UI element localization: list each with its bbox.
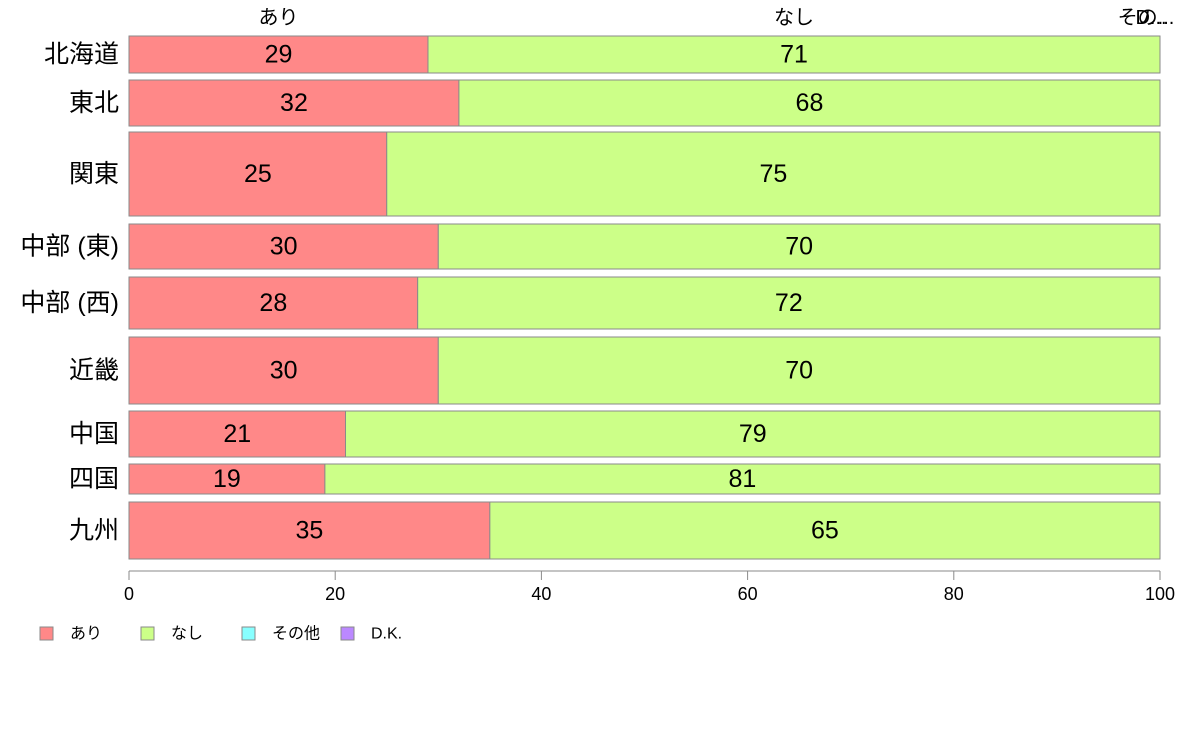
legend-label: あり [70, 625, 102, 643]
bar-value-label: 79 [739, 420, 767, 448]
bar-value-label: 71 [780, 41, 808, 69]
bar-segment [458, 79, 1161, 127]
x-tick-label: 60 [738, 584, 758, 604]
bar-segment [437, 336, 1161, 405]
bar-value-label: 30 [270, 233, 298, 261]
bar-value-label: 29 [265, 41, 293, 69]
bar-segment [437, 223, 1161, 270]
bar-segment [417, 276, 1161, 330]
bar-value-label: 70 [785, 357, 813, 385]
bar-value-label: 72 [775, 289, 803, 317]
bar-segment [128, 223, 439, 270]
category-label: 中部 (東) [20, 233, 119, 261]
bar-value-label: 75 [759, 160, 787, 188]
category-label: 中国 [69, 420, 119, 448]
x-tick-label: 40 [531, 584, 551, 604]
x-tick-label: 100 [1145, 584, 1175, 604]
bar-value-label: 65 [811, 517, 839, 545]
legend-label: なし [171, 625, 203, 643]
bar-value-label: 19 [213, 465, 241, 493]
bar-segment [427, 35, 1161, 74]
bar-segment [128, 79, 460, 127]
legend-label: その他 [272, 625, 320, 643]
category-label: 東北 [69, 89, 119, 117]
category-label: 四国 [69, 465, 119, 493]
x-axis: 0 20 40 60 80 100 [124, 570, 1175, 604]
bar-value-label: 32 [280, 89, 308, 117]
bar-value-label: 28 [259, 289, 287, 317]
bar-segment [489, 501, 1161, 560]
legend-swatch [140, 626, 155, 641]
bar-segment [128, 131, 388, 217]
category-label: 関東 [69, 160, 119, 188]
bar-value-label: 35 [296, 517, 324, 545]
legend-swatch [39, 626, 54, 641]
legend: あり なし その他 D.K. [39, 625, 402, 643]
category-label: 九州 [69, 517, 119, 545]
top-series-label: その... [1118, 7, 1175, 29]
x-tick-label: 0 [124, 584, 134, 604]
top-series-labels: あり なし その...D... [258, 7, 1174, 29]
bar-segment [128, 35, 429, 74]
bar-segment [345, 410, 1161, 458]
x-tick-label: 20 [325, 584, 345, 604]
bar-segment [386, 131, 1161, 217]
bar-segment [128, 276, 419, 330]
bar-segment [128, 501, 491, 560]
top-series-label: あり [258, 7, 298, 29]
category-label: 近畿 [69, 357, 119, 385]
bar-value-label: 21 [223, 420, 251, 448]
bar-value-label: 70 [785, 233, 813, 261]
x-tick-label: 80 [944, 584, 964, 604]
bars-group: 29 71 32 68 25 75 30 70 28 72 30 70 21 79 19 81 35 65 [128, 35, 1161, 560]
bar-value-label: 25 [244, 160, 272, 188]
bar-segment [128, 410, 347, 458]
top-series-label: D... [1135, 7, 1166, 29]
category-label: 中部 (西) [20, 289, 119, 317]
category-label: 北海道 [44, 41, 119, 69]
legend-swatch [340, 626, 355, 641]
legend-label: D.K. [371, 626, 402, 643]
bar-value-label: 81 [729, 465, 757, 493]
top-series-label: なし [774, 7, 814, 29]
bar-segment [324, 463, 1161, 495]
bar-value-label: 30 [270, 357, 298, 385]
legend-swatch [241, 626, 256, 641]
bar-value-label: 68 [796, 89, 824, 117]
